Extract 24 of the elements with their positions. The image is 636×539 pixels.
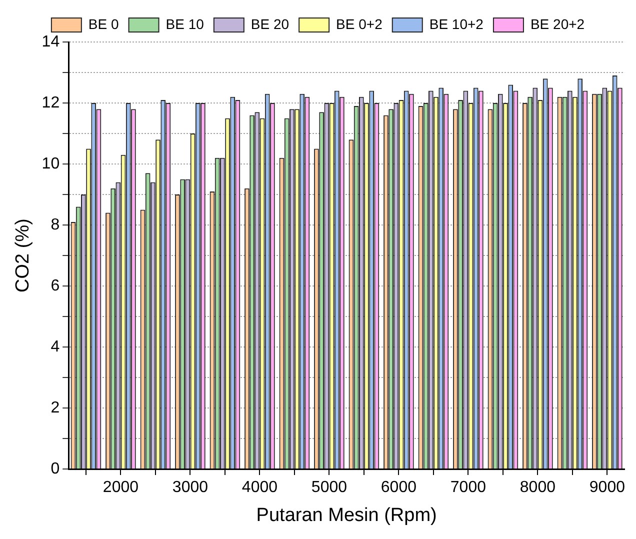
- x-tick-label: 4000: [242, 479, 278, 496]
- x-tick-label: 2000: [102, 479, 139, 496]
- y-tick-label: 10: [42, 155, 60, 172]
- x-tick-label: 5000: [311, 479, 348, 496]
- y-tick-label: 6: [50, 277, 60, 294]
- legend-label: BE 0+2: [336, 16, 383, 32]
- y-tick-label: 14: [42, 33, 60, 50]
- y-tick-label: 2: [50, 399, 60, 416]
- legend-label: BE 0: [88, 16, 119, 32]
- x-tick-label: 6000: [380, 479, 417, 496]
- y-tick-label: 0: [50, 460, 60, 478]
- y-tick-label: 12: [42, 94, 60, 112]
- x-axis-title: Putaran Mesin (Rpm): [256, 504, 437, 526]
- y-tick-label: 8: [50, 216, 60, 234]
- x-tick-label: 8000: [520, 479, 556, 496]
- x-tick-label: 9000: [589, 479, 626, 496]
- x-tick-label: 7000: [450, 479, 486, 496]
- legend-label: BE 10+2: [429, 16, 484, 32]
- legend-label: BE 20: [250, 16, 290, 32]
- legend-label: BE 10: [166, 16, 204, 32]
- x-tick-label: 3000: [172, 479, 208, 496]
- y-tick-label: 4: [50, 338, 60, 356]
- y-axis-title: CO2 (%): [12, 218, 34, 292]
- legend-label: BE 20+2: [530, 16, 585, 32]
